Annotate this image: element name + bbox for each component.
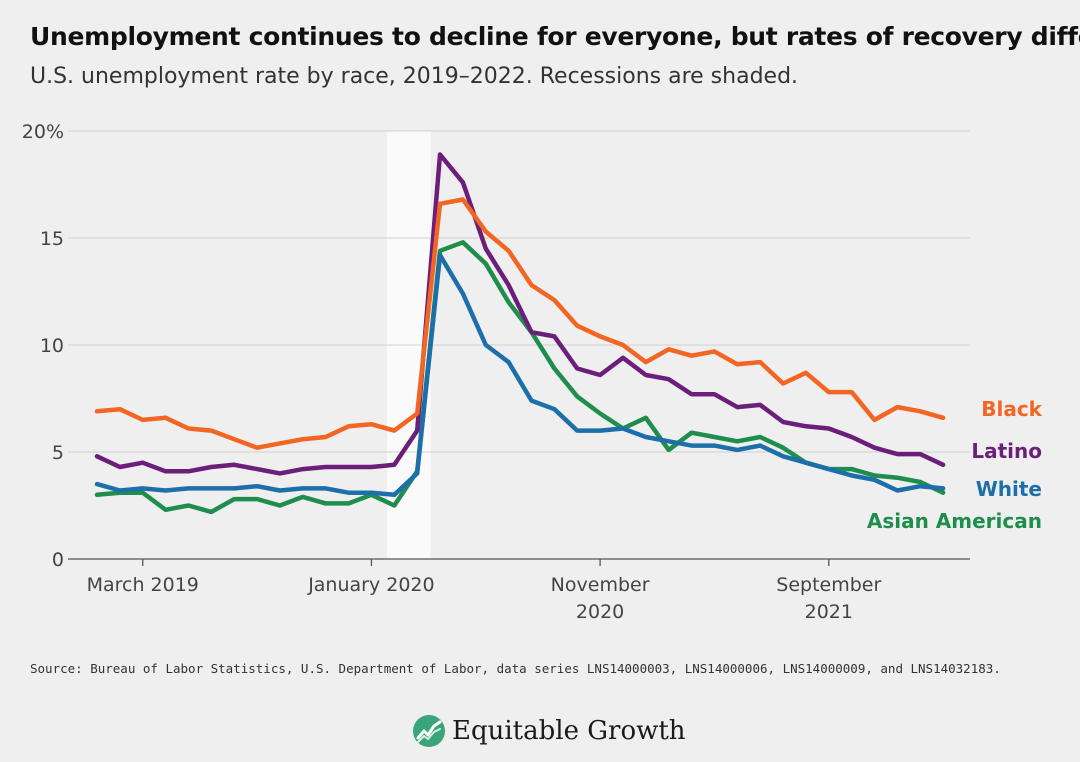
equitable-growth-logo-icon (413, 715, 445, 747)
x-tick-label: September (776, 574, 881, 596)
line-chart: 0 5 10 15 20% March 2019 January 2020 November… (22, 121, 1043, 623)
y-tick-label: 10 (40, 335, 64, 357)
x-tick-label: March 2019 (87, 574, 199, 596)
y-tick-label: 5 (52, 442, 64, 464)
chart-subtitle: U.S. unemployment rate by race, 2019–202… (30, 64, 799, 89)
x-tick-label: 2020 (576, 601, 624, 623)
series-line-black (94, 197, 946, 450)
x-tick-label: November (551, 574, 650, 596)
series-label-latino: Latino (971, 439, 1042, 463)
y-tick-label: 20% (22, 121, 64, 143)
brand-name: Equitable Growth (452, 716, 686, 746)
x-tick-label: January 2020 (307, 574, 434, 596)
y-tick-label: 15 (40, 228, 64, 250)
series-line-latino (94, 152, 946, 476)
series-label-asian-american: Asian American (867, 509, 1042, 533)
series-line-white (94, 252, 946, 498)
x-tick-label: 2021 (805, 601, 853, 623)
brand-logo: Equitable Growth (412, 714, 686, 748)
series-label-white: White (976, 477, 1042, 501)
series-label-black: Black (981, 397, 1042, 421)
chart-title: Unemployment continues to decline for ev… (30, 22, 1080, 51)
y-tick-label: 0 (52, 549, 64, 571)
source-note: Source: Bureau of Labor Statistics, U.S.… (30, 661, 1001, 676)
